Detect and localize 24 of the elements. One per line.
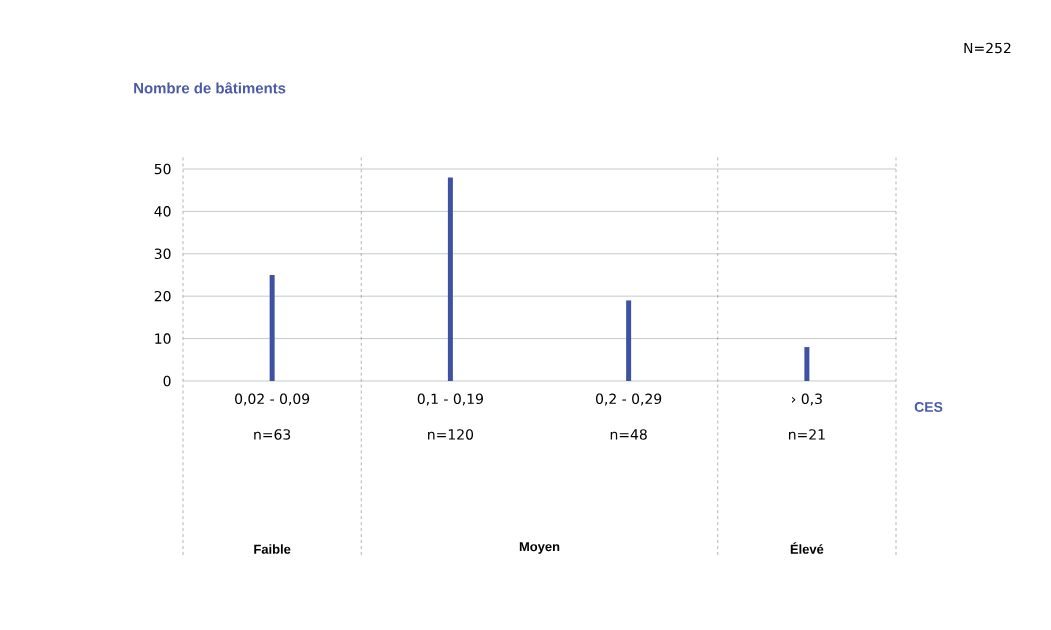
y-tick-label: 40 (154, 206, 171, 217)
y-tick-label: 30 (154, 248, 171, 260)
y-tick-label: 20 (154, 290, 171, 302)
bar (626, 300, 632, 381)
text: n=21 (789, 429, 825, 440)
x-axis-title: CES (914, 402, 943, 412)
text: n=63 (254, 429, 291, 440)
y-tick-label: 0 (163, 375, 171, 387)
y-axis-title: Nombre de bâtiments (134, 82, 286, 94)
bar (269, 274, 275, 381)
bar (447, 177, 453, 381)
text: N=252 (964, 42, 1011, 54)
x-tick-label: 0,02 - 0,09 (235, 393, 310, 406)
bar (804, 347, 810, 381)
x-tick-label: 0,1 - 0,19 (417, 393, 483, 406)
y-tick-label: 10 (155, 333, 171, 344)
x-tick-label: 0,2 - 0,29 (595, 393, 662, 406)
text: n=48 (610, 429, 647, 440)
x-tick-label: › 0,3 (792, 393, 822, 406)
text: Moyen (519, 542, 560, 554)
text: Faible (254, 544, 291, 554)
y-tick-label: 50 (154, 163, 171, 175)
text: Élevé (790, 542, 824, 554)
text: n=120 (428, 429, 474, 440)
